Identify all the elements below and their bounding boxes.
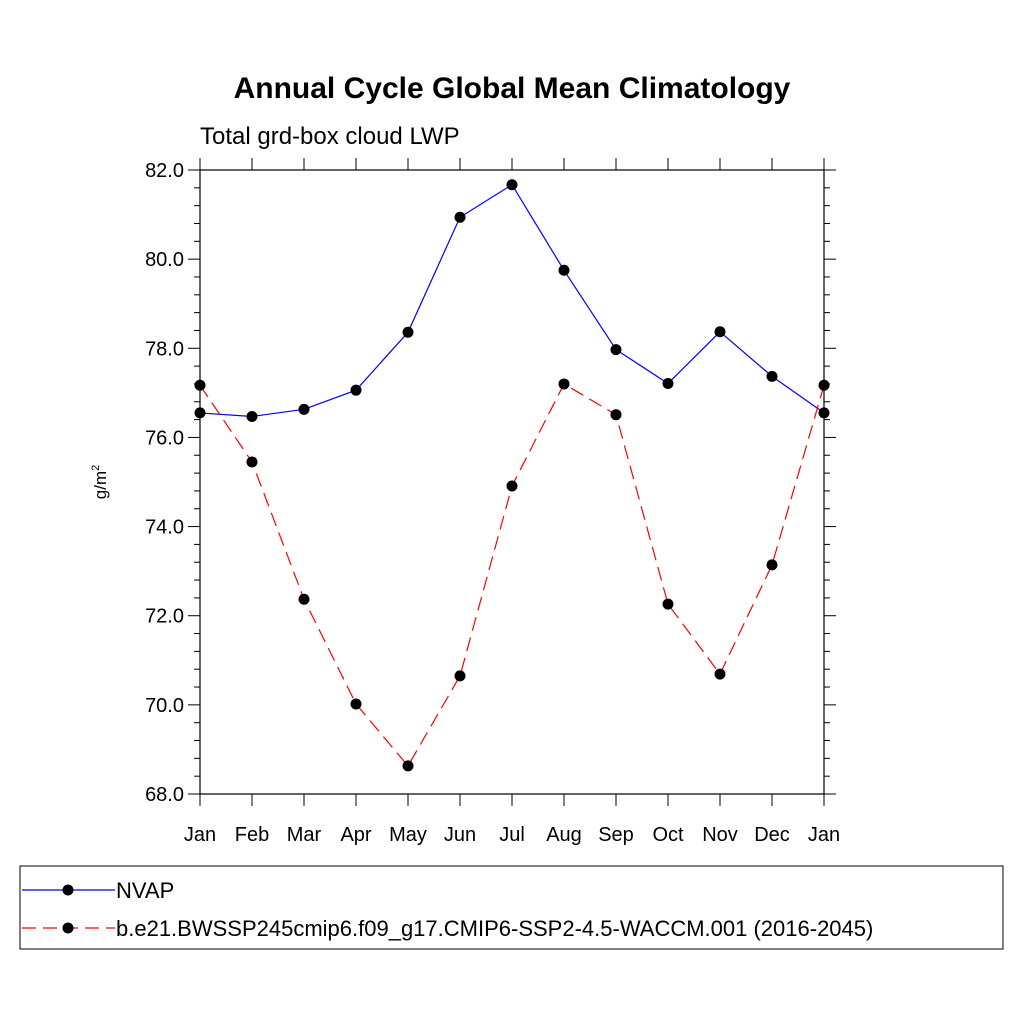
x-tick-label: Oct [652,824,684,846]
chart-title: Annual Cycle Global Mean Climatology [234,72,791,105]
data-point [558,378,570,390]
data-point [350,384,362,396]
x-tick-label: Jun [444,824,476,846]
x-tick-labels: Jan Feb Mar Apr May Jun Jul Aug Sep Oct Nov Dec Jan [184,824,840,846]
x-tick-label: Apr [340,824,371,846]
x-tick-label: Jan [184,824,216,846]
legend-items: NVAP b.e21.BWSSP245cmip6.f09_g17.CMIP6-SS… [22,878,873,941]
data-point [506,179,518,191]
data-point [246,410,258,422]
y-tick-label: 76.0 [145,427,184,449]
data-point [506,480,518,492]
plot-frame [199,169,825,795]
data-point [714,326,726,338]
data-point [454,670,466,682]
x-tick-label: Feb [235,824,269,846]
data-point [402,326,414,338]
data-point [662,598,674,610]
y-tick-labels: 68.0 70.0 72.0 74.0 76.0 78.0 80.0 82.0 [145,160,184,806]
series-layer [194,179,830,772]
data-point [610,409,622,421]
x-tick-label: Mar [287,824,322,846]
legend-box [19,865,1004,950]
y-axis-label-base: g/m [91,471,110,499]
y-axis-label-superscript: 2 [90,465,102,471]
data-point [298,403,310,415]
series-line [199,183,825,418]
x-tick-label: Jan [808,824,840,846]
y-tick-label: 82.0 [145,160,184,182]
y-tick-label: 74.0 [145,517,184,539]
axis-ticks [188,158,836,806]
y-tick-label: 72.0 [145,606,184,628]
y-tick-label: 80.0 [145,249,184,271]
data-point [246,456,258,468]
data-point [662,377,674,389]
x-tick-label: Jul [499,824,525,846]
legend-label: b.e21.BWSSP245cmip6.f09_g17.CMIP6-SSP2-4… [116,916,873,941]
data-point [714,668,726,680]
y-tick-label: 78.0 [145,338,184,360]
x-tick-label: Sep [598,824,634,846]
chart-subtitle: Total grd-box cloud LWP [200,123,460,150]
legend-swatch-marker [62,884,74,896]
series-line [199,383,825,767]
data-point [402,760,414,772]
data-point [298,593,310,605]
data-point [454,211,466,223]
y-axis-label: g/m2 [90,465,110,499]
data-point [766,559,778,571]
x-tick-label: Dec [754,824,790,846]
legend: NVAP b.e21.BWSSP245cmip6.f09_g17.CMIP6-SS… [19,865,1004,950]
legend-swatch-marker [62,922,74,934]
legend-label: NVAP [116,878,174,903]
x-tick-label: May [389,824,427,846]
data-point [558,264,570,276]
x-tick-label: Nov [702,824,738,846]
data-point [766,370,778,382]
x-tick-label: Aug [546,824,582,846]
svg-text:g/m2: g/m2 [90,465,110,499]
y-tick-label: 68.0 [145,784,184,806]
data-point [610,344,622,356]
y-tick-label: 70.0 [145,695,184,717]
data-point [350,698,362,710]
